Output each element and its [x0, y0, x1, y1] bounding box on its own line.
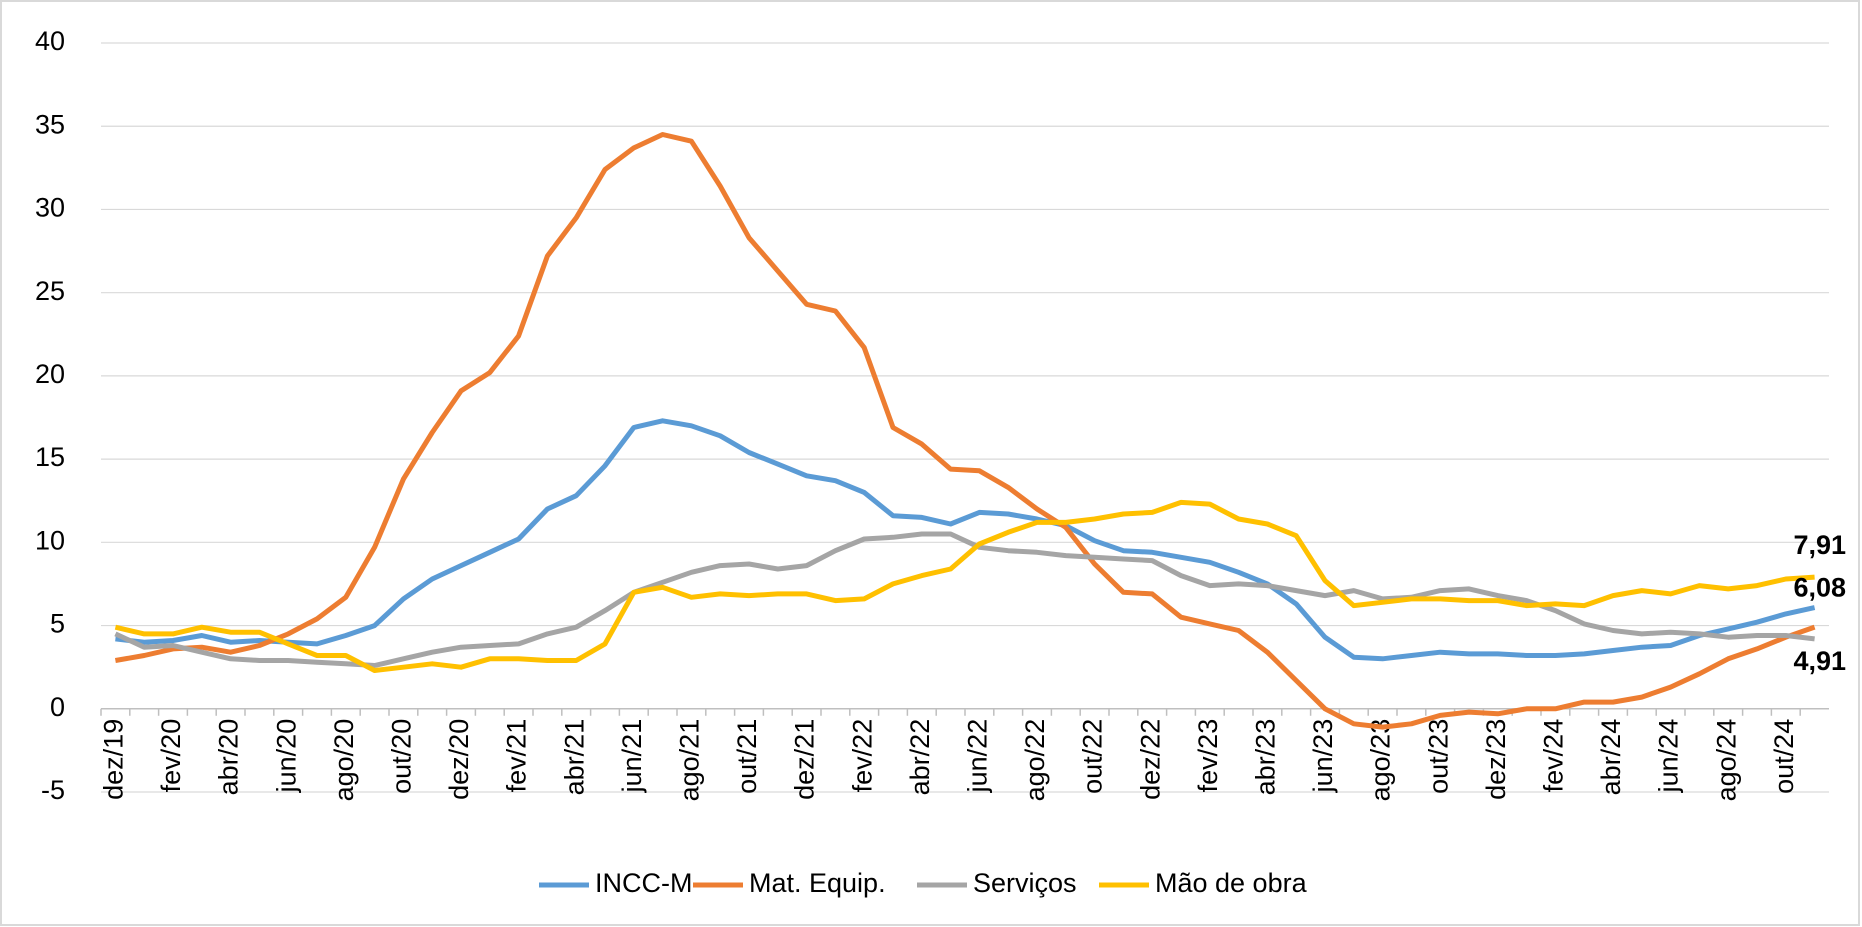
x-tick-label: abr/20 [214, 719, 244, 796]
x-tick-label: ago/22 [1020, 719, 1050, 802]
x-tick-label: out/21 [732, 719, 762, 794]
y-tick-label: -5 [41, 775, 65, 805]
x-tick-label: out/24 [1769, 719, 1799, 794]
series-line [114, 531, 1815, 668]
x-tick-label: out/22 [1078, 719, 1108, 794]
y-tick-label: 20 [35, 359, 65, 389]
series-line [114, 499, 1815, 673]
y-tick-label: 40 [35, 26, 65, 56]
y-tick-label: 30 [35, 193, 65, 223]
x-tick-label: abr/22 [905, 719, 935, 796]
x-tick-label: jun/22 [963, 719, 993, 794]
legend-label: Mat. Equip. [749, 868, 886, 898]
x-tick-label: jun/23 [1308, 719, 1338, 794]
x-tick-label: abr/21 [559, 719, 589, 796]
x-tick-label: fev/23 [1193, 719, 1223, 793]
x-tick-label: ago/21 [675, 719, 705, 802]
x-tick-label: ago/20 [329, 719, 359, 802]
x-tick-label: jun/20 [271, 719, 301, 794]
data-label: 7,91 [1793, 530, 1846, 560]
series-line [115, 418, 1816, 662]
data-label: 4,91 [1793, 646, 1846, 676]
x-tick-label: fev/21 [502, 719, 532, 793]
legend-label: INCC-M [595, 868, 692, 898]
legend-label: Mão de obra [1155, 868, 1308, 898]
x-tick-label: fev/24 [1539, 719, 1569, 793]
y-tick-label: 10 [35, 525, 65, 555]
data-label: 6,08 [1793, 573, 1846, 603]
x-tick-label: dez/19 [99, 719, 129, 800]
y-tick-label: 15 [35, 442, 65, 472]
x-tick-label: ago/24 [1711, 719, 1741, 802]
x-tick-label: jun/24 [1654, 719, 1684, 794]
x-tick-label: out/20 [387, 719, 417, 794]
x-tick-label: fev/20 [156, 719, 186, 793]
y-tick-label: 35 [35, 109, 65, 139]
x-tick-label: dez/23 [1481, 719, 1511, 800]
y-tick-label: 0 [50, 692, 65, 722]
x-tick-label: jun/21 [617, 719, 647, 794]
legend-label: Serviços [973, 868, 1077, 898]
x-tick-label: fev/22 [847, 719, 877, 793]
y-tick-label: 25 [35, 276, 65, 306]
x-tick-label: dez/21 [790, 719, 820, 800]
y-tick-label: 5 [50, 609, 65, 639]
x-tick-label: abr/23 [1251, 719, 1281, 796]
x-tick-label: dez/20 [444, 719, 474, 800]
x-tick-label: out/23 [1423, 719, 1453, 794]
x-tick-label: abr/24 [1596, 719, 1626, 796]
x-tick-label: dez/22 [1135, 719, 1165, 800]
series-line [114, 132, 1816, 730]
x-tick-label: ago/23 [1366, 719, 1396, 802]
